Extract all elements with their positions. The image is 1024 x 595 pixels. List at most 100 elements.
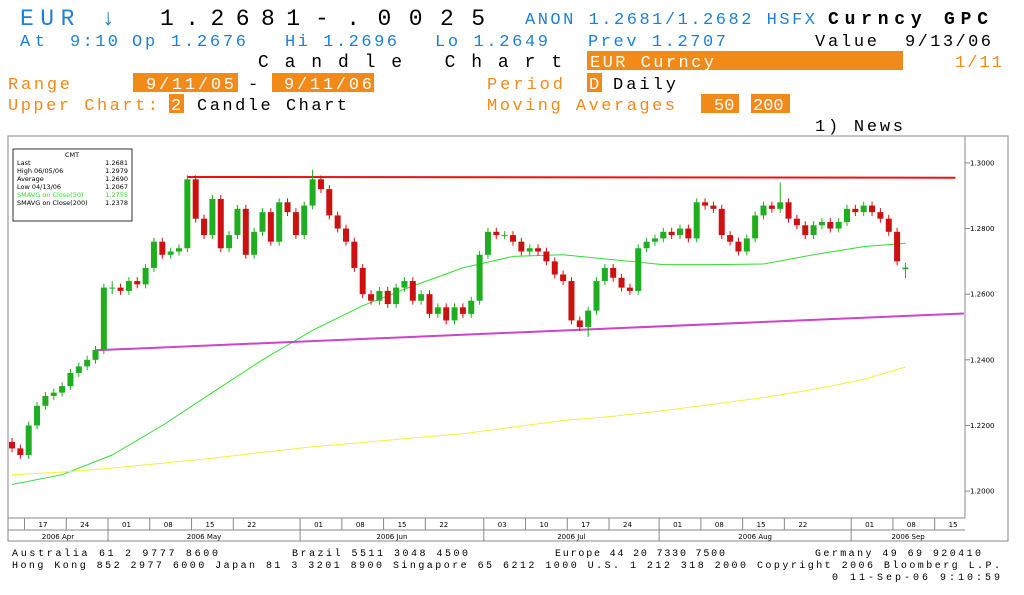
- candle-body: [50, 392, 57, 396]
- candle-body: [301, 205, 308, 236]
- x-tick-label: 22: [798, 521, 807, 529]
- legend-label: Average: [17, 175, 44, 183]
- candle-body: [176, 248, 182, 252]
- candle-body: [201, 218, 208, 236]
- period-code[interactable]: D: [589, 76, 599, 95]
- legend-series-name: SMAVG on Close(200): [17, 199, 88, 207]
- candle-body: [9, 441, 15, 449]
- low: Lo 1.2649: [435, 33, 548, 52]
- month-label: 2006 Jun: [376, 533, 407, 541]
- x-tick-label: 08: [907, 521, 916, 529]
- y-tick-label: 1.2000: [970, 488, 995, 496]
- candle-body: [651, 238, 658, 242]
- candle-body: [42, 395, 49, 406]
- x-tick-label: 17: [39, 521, 48, 529]
- candle-body: [242, 208, 249, 255]
- candle-body: [677, 228, 683, 236]
- x-tick-label: 24: [80, 521, 89, 529]
- candle-body: [510, 235, 516, 242]
- candle-body: [159, 241, 166, 255]
- x-tick-label: 01: [122, 521, 131, 529]
- candle-body: [125, 281, 132, 291]
- legend-value: 1.2067: [105, 183, 128, 191]
- candle-body: [67, 372, 74, 387]
- value-label: Value: [815, 33, 877, 52]
- x-tick-label: 24: [623, 521, 632, 529]
- ma-label: Moving Averages: [487, 97, 675, 116]
- candle-body: [426, 294, 433, 314]
- candle-body: [860, 205, 867, 213]
- range-start[interactable]: 9/11/05: [146, 76, 234, 95]
- upper-chart-code[interactable]: 2: [171, 97, 181, 116]
- legend-title: CMT: [65, 151, 79, 159]
- footer-brazil: Brazil 5511 3048 4500: [292, 548, 468, 560]
- x-tick-label: 01: [314, 521, 323, 529]
- candle-body: [276, 202, 283, 242]
- month-label: 2006 May: [187, 533, 222, 541]
- candle-body: [493, 231, 500, 236]
- candle-body: [351, 241, 358, 268]
- candle-body: [309, 179, 316, 206]
- footer-line-2: Hong Kong 852 2977 6000 Japan 81 3 3201 …: [12, 560, 1000, 572]
- plot: [9, 169, 964, 485]
- moving-average-line: [11, 242, 906, 485]
- candle-body: [109, 287, 116, 289]
- ma-1-box: [701, 94, 739, 113]
- ma-2[interactable]: 200: [753, 97, 784, 116]
- legend-value: 1.2681: [105, 159, 128, 167]
- candle-body: [117, 287, 124, 291]
- candle-body: [702, 202, 709, 206]
- candle-body: [568, 281, 575, 321]
- candle-body: [735, 241, 742, 252]
- range-sep: -: [248, 76, 258, 95]
- candle-body: [92, 349, 99, 360]
- candle-body: [334, 215, 341, 229]
- candle-body: [393, 287, 400, 305]
- range-end[interactable]: 9/11/06: [284, 76, 372, 95]
- candle-body: [610, 267, 617, 278]
- candle-body: [710, 205, 717, 209]
- x-tick-label: 10: [540, 521, 549, 529]
- candle-body: [902, 267, 909, 270]
- candle-body: [217, 199, 224, 249]
- x-tick-label: 15: [757, 521, 766, 529]
- moving-average-line: [11, 366, 906, 476]
- candle-body: [660, 231, 667, 239]
- prev: Prev 1.2707: [588, 33, 726, 52]
- ma-1[interactable]: 50: [714, 97, 734, 116]
- candle-body: [359, 267, 366, 295]
- candle-body: [818, 221, 825, 226]
- footer-stamp: 0 11-Sep-06 9:10:59: [832, 573, 1000, 584]
- news[interactable]: 1) News: [815, 118, 903, 137]
- x-tick-label: 08: [164, 521, 173, 529]
- candle-body: [100, 287, 107, 350]
- ma-2-box: [751, 94, 790, 113]
- candle-body: [727, 235, 734, 242]
- candle-body: [292, 212, 299, 236]
- candle-body: [192, 179, 199, 219]
- candle-body: [526, 248, 533, 252]
- x-tick-label: 22: [247, 521, 256, 529]
- candle-body: [226, 235, 233, 249]
- legend-label: High 06/05/06: [17, 167, 63, 175]
- candle-body: [593, 281, 600, 311]
- y-tick-label: 1.2400: [970, 356, 995, 364]
- y-tick-label: 1.2200: [970, 422, 995, 430]
- legend-value: 1.2979: [105, 167, 128, 175]
- candle-body: [560, 274, 567, 282]
- candle-body: [209, 199, 216, 236]
- candle-body: [626, 287, 633, 291]
- candle-body: [317, 179, 324, 190]
- candle-body: [384, 290, 391, 305]
- month-label: 2006 Apr: [42, 533, 74, 541]
- legend-series-value: 1.2378: [105, 199, 128, 207]
- candle-body: [835, 221, 842, 229]
- candle-body: [476, 254, 483, 301]
- month-label: 2006 Sep: [891, 533, 925, 541]
- candle-body: [693, 202, 700, 239]
- candle-body: [760, 205, 767, 216]
- legend-series-value: 1.2755: [105, 191, 128, 199]
- range-end-box: [272, 73, 374, 92]
- range-label: Range: [8, 76, 70, 95]
- candle-body: [877, 212, 884, 219]
